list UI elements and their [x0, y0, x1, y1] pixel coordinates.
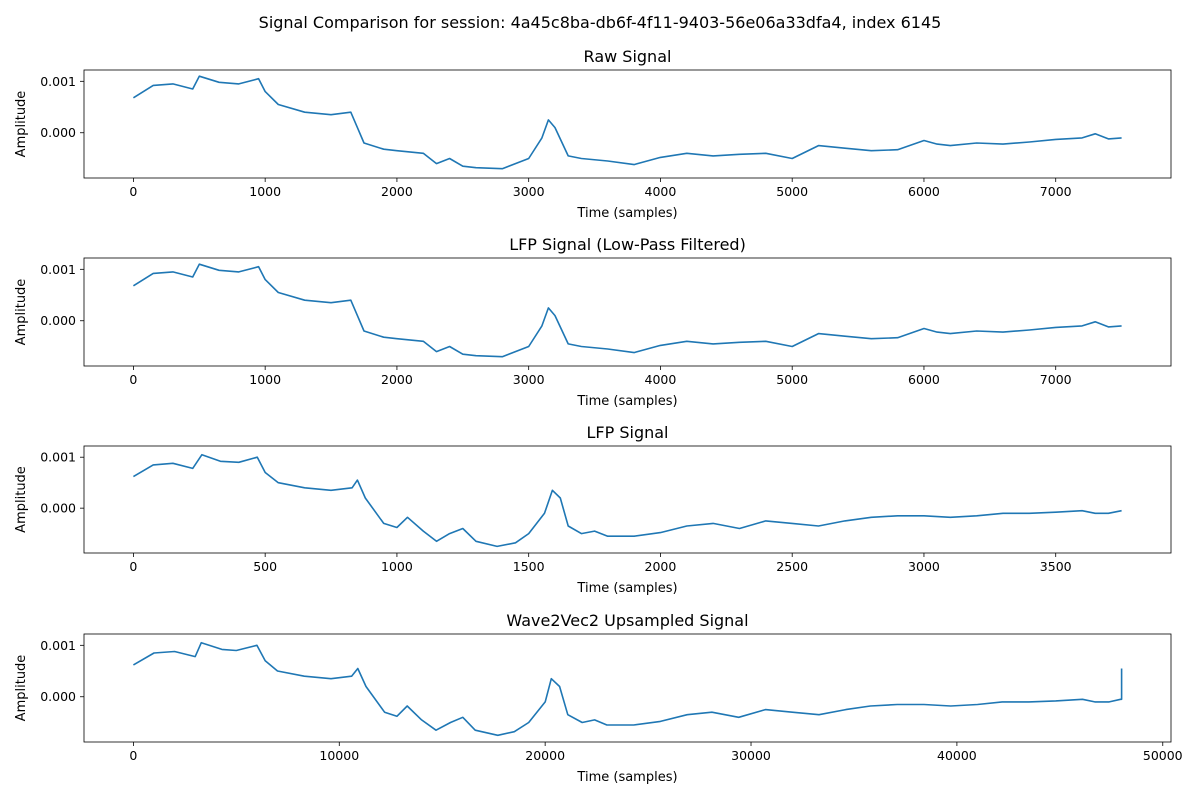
x-tick-label: 5000 [776, 184, 808, 199]
figure-suptitle: Signal Comparison for session: 4a45c8ba-… [258, 13, 942, 32]
x-tick-label: 0 [129, 559, 137, 574]
y-tick-label: 0.000 [40, 313, 76, 328]
y-tick-label: 0.001 [40, 74, 76, 89]
y-axis-label: Amplitude [14, 466, 29, 533]
x-tick-label: 1500 [513, 559, 545, 574]
subplot-title: LFP Signal (Low-Pass Filtered) [509, 235, 746, 254]
x-tick-label: 0 [129, 372, 137, 387]
signal-line [132, 641, 1123, 737]
x-tick-label: 40000 [937, 748, 977, 763]
x-tick-label: 3000 [513, 184, 545, 199]
x-tick-label: 10000 [319, 748, 359, 763]
x-tick-label: 4000 [645, 184, 677, 199]
x-axis-label: Time (samples) [576, 770, 677, 785]
x-tick-label: 0 [129, 184, 137, 199]
y-tick-label: 0.000 [40, 501, 76, 516]
x-tick-label: 2000 [645, 559, 677, 574]
signal-line [132, 453, 1122, 548]
subplot-3: LFP Signal 0 500 1000 1500 2000 2500 3000 3500 0.… [14, 423, 1172, 596]
subplot-title: Wave2Vec2 Upsampled Signal [506, 611, 748, 630]
x-tick-label: 2500 [776, 559, 808, 574]
x-tick-label: 20000 [525, 748, 565, 763]
y-tick-label: 0.000 [40, 125, 76, 140]
x-axis-label: Time (samples) [576, 394, 677, 409]
x-tick-label: 3000 [908, 559, 940, 574]
y-tick-label: 0.001 [40, 450, 76, 465]
x-tick-label: 7000 [1040, 184, 1072, 199]
y-axis-label: Amplitude [14, 655, 29, 722]
x-tick-label: 5000 [776, 372, 808, 387]
axes-frame [83, 633, 1172, 743]
y-tick-label: 0.000 [40, 689, 76, 704]
x-tick-label: 2000 [381, 372, 413, 387]
x-tick-label: 1000 [381, 559, 413, 574]
x-tick-label: 1000 [249, 372, 281, 387]
x-tick-label: 4000 [645, 372, 677, 387]
x-tick-label: 6000 [908, 184, 940, 199]
x-tick-label: 500 [253, 559, 277, 574]
subplot-title: Raw Signal [584, 47, 672, 66]
x-tick-label: 7000 [1040, 372, 1072, 387]
x-tick-label: 3000 [513, 372, 545, 387]
x-axis-label: Time (samples) [576, 206, 677, 221]
x-tick-label: 2000 [381, 184, 413, 199]
x-tick-label: 30000 [731, 748, 771, 763]
x-tick-label: 0 [129, 748, 137, 763]
axes-frame [83, 445, 1172, 554]
y-tick-label: 0.001 [40, 638, 76, 653]
signal-line [132, 75, 1122, 170]
subplot-2: LFP Signal (Low-Pass Filtered) 0 1000 2000 3… [14, 235, 1172, 409]
x-tick-label: 50000 [1143, 748, 1183, 763]
subplot-1: Raw Signal 0 1000 2000 3000 4000 5000 6000 7000 0… [14, 47, 1172, 221]
x-tick-label: 1000 [249, 184, 281, 199]
y-axis-label: Amplitude [14, 279, 29, 346]
signal-line [132, 263, 1122, 358]
axes-frame [83, 69, 1172, 179]
subplot-4: Wave2Vec2 Upsampled Signal 0 10000 20000 300… [14, 611, 1183, 785]
x-axis-label: Time (samples) [576, 581, 677, 596]
subplot-title: LFP Signal [587, 423, 669, 442]
x-tick-label: 6000 [908, 372, 940, 387]
axes-frame [83, 257, 1172, 367]
y-axis-label: Amplitude [14, 91, 29, 158]
y-tick-label: 0.001 [40, 262, 76, 277]
x-tick-label: 3500 [1040, 559, 1072, 574]
